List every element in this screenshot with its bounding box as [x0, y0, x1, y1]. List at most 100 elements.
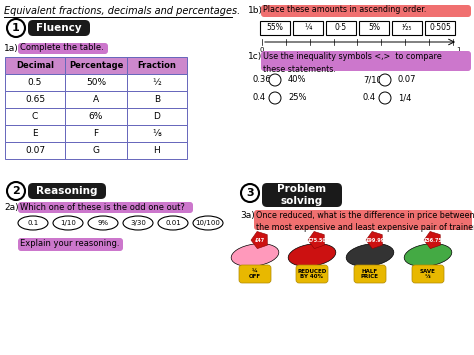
Bar	[127, 108, 187, 125]
Bar	[260, 21, 290, 35]
Text: £47: £47	[255, 237, 265, 242]
Bar	[65, 91, 127, 108]
FancyBboxPatch shape	[262, 183, 342, 207]
Text: Fraction: Fraction	[137, 61, 176, 70]
Text: 0·5: 0·5	[335, 23, 347, 33]
Text: 40%: 40%	[288, 76, 307, 84]
Text: 2: 2	[12, 186, 20, 196]
Text: 10/100: 10/100	[196, 220, 220, 226]
Text: 2a): 2a)	[4, 203, 18, 212]
Text: H: H	[154, 146, 160, 155]
Circle shape	[7, 19, 25, 37]
Text: HALF
PRICE: HALF PRICE	[361, 269, 379, 279]
Bar	[5, 125, 65, 142]
Text: 0.4: 0.4	[253, 93, 266, 103]
Bar	[5, 108, 65, 125]
FancyBboxPatch shape	[412, 265, 444, 283]
Text: Which one of these is the odd one out?: Which one of these is the odd one out?	[20, 202, 185, 212]
Text: 1: 1	[456, 47, 460, 53]
Text: 5%: 5%	[368, 23, 380, 33]
Ellipse shape	[123, 216, 153, 230]
Text: Equivalent fractions, decimals and percentages.: Equivalent fractions, decimals and perce…	[4, 6, 240, 16]
Bar	[326, 21, 356, 35]
Text: Problem
solving: Problem solving	[277, 184, 327, 206]
Text: 1b): 1b)	[248, 6, 263, 15]
Bar	[127, 57, 187, 74]
Circle shape	[379, 74, 391, 86]
Text: 0.4: 0.4	[363, 93, 376, 103]
Text: £56.75: £56.75	[424, 237, 442, 242]
FancyBboxPatch shape	[28, 183, 106, 199]
Text: 9%: 9%	[98, 220, 109, 226]
Bar	[5, 142, 65, 159]
FancyBboxPatch shape	[28, 20, 90, 36]
Bar	[293, 21, 323, 35]
Text: D: D	[154, 112, 160, 121]
Text: 0.5: 0.5	[28, 78, 42, 87]
FancyBboxPatch shape	[254, 210, 472, 230]
Bar	[65, 108, 127, 125]
Ellipse shape	[231, 244, 279, 266]
Text: ¹⁄₂₅: ¹⁄₂₅	[402, 23, 412, 33]
Text: Fluency: Fluency	[36, 23, 82, 33]
Text: 1a): 1a)	[4, 44, 19, 53]
Text: £75.50: £75.50	[308, 237, 327, 242]
Text: £99.99: £99.99	[365, 237, 384, 242]
Text: G: G	[92, 146, 100, 155]
Bar	[5, 74, 65, 91]
Ellipse shape	[288, 244, 336, 266]
FancyBboxPatch shape	[261, 51, 471, 71]
Text: 7/10: 7/10	[363, 76, 382, 84]
Ellipse shape	[158, 216, 188, 230]
Text: ½: ½	[153, 78, 161, 87]
Text: Complete the table.: Complete the table.	[20, 44, 104, 53]
Text: 3/30: 3/30	[130, 220, 146, 226]
Text: 0.01: 0.01	[165, 220, 181, 226]
FancyBboxPatch shape	[18, 43, 108, 54]
Text: ¼
OFF: ¼ OFF	[249, 269, 261, 279]
Bar	[127, 142, 187, 159]
Bar	[127, 125, 187, 142]
Text: 1/10: 1/10	[60, 220, 76, 226]
Text: REDUCED
BY 40%: REDUCED BY 40%	[297, 269, 327, 279]
Text: SAVE
⅓: SAVE ⅓	[420, 269, 436, 279]
Text: F: F	[93, 129, 99, 138]
Text: 0.07: 0.07	[398, 76, 417, 84]
Text: 6%: 6%	[89, 112, 103, 121]
Circle shape	[269, 74, 281, 86]
Text: Place these amounts in ascending order.: Place these amounts in ascending order.	[263, 5, 427, 15]
Bar	[359, 21, 389, 35]
Ellipse shape	[53, 216, 83, 230]
Text: C: C	[32, 112, 38, 121]
Text: 0: 0	[260, 47, 264, 53]
FancyBboxPatch shape	[354, 265, 386, 283]
Text: Once reduced, what is the difference in price between
the most expensive and lea: Once reduced, what is the difference in …	[256, 211, 474, 233]
Text: 0.07: 0.07	[25, 146, 45, 155]
Bar	[5, 91, 65, 108]
Bar	[392, 21, 422, 35]
Bar	[65, 57, 127, 74]
Text: 55%: 55%	[266, 23, 283, 33]
Bar	[65, 142, 127, 159]
Text: 0.1: 0.1	[27, 220, 38, 226]
Circle shape	[379, 92, 391, 104]
FancyBboxPatch shape	[18, 238, 123, 251]
FancyBboxPatch shape	[296, 265, 328, 283]
Text: 0.36: 0.36	[253, 76, 272, 84]
Circle shape	[269, 92, 281, 104]
Text: 1c): 1c)	[248, 52, 262, 61]
Text: B: B	[154, 95, 160, 104]
Bar	[65, 74, 127, 91]
Text: 3: 3	[246, 188, 254, 198]
Bar	[5, 57, 65, 74]
Text: 25%: 25%	[288, 93, 307, 103]
Text: ¼: ¼	[304, 23, 312, 33]
Text: Percentage: Percentage	[69, 61, 123, 70]
Ellipse shape	[404, 244, 452, 266]
Circle shape	[7, 182, 25, 200]
Text: 1: 1	[12, 23, 20, 33]
Bar	[65, 125, 127, 142]
FancyBboxPatch shape	[261, 5, 471, 17]
Ellipse shape	[193, 216, 223, 230]
Text: ⅛: ⅛	[153, 129, 161, 138]
